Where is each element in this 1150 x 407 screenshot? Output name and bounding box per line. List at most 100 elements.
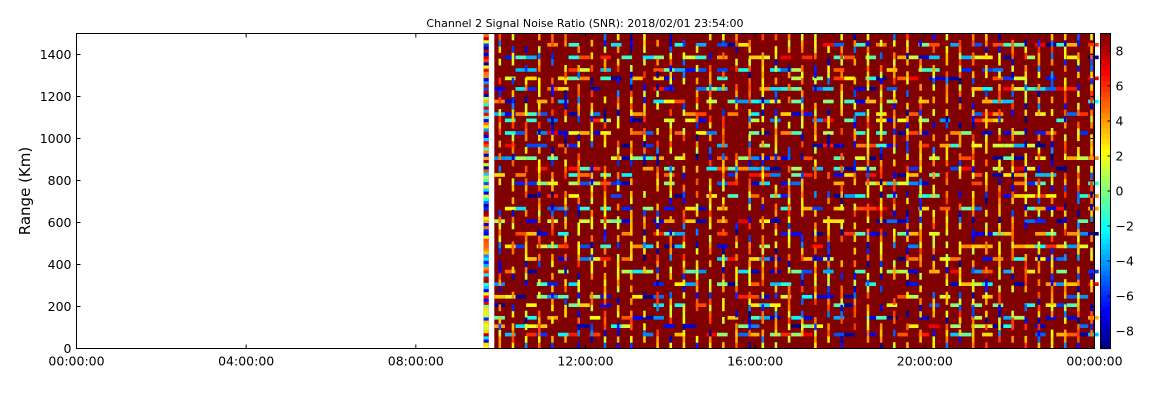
heatmap-cell <box>551 58 554 66</box>
heatmap-cell <box>674 332 686 337</box>
heatmap-cell <box>577 134 580 142</box>
heatmap-cell <box>865 76 877 81</box>
heatmap-cell <box>840 96 843 104</box>
colorbar-segment <box>1100 65 1111 71</box>
heatmap-cell <box>814 222 817 230</box>
heatmap-cell <box>1037 335 1041 343</box>
heatmap-cell <box>1003 269 1014 274</box>
heatmap-cell <box>498 216 502 223</box>
heatmap-cell <box>722 172 725 179</box>
heatmap-cell <box>1037 241 1041 249</box>
heatmap-cell <box>568 55 580 60</box>
heatmap-cell <box>998 272 1001 280</box>
heatmap-cell <box>893 134 896 142</box>
heatmap-cell <box>669 191 673 198</box>
heatmap-cell <box>879 335 883 343</box>
heatmap-cell <box>564 304 567 312</box>
heatmap-cell <box>590 216 594 223</box>
heatmap-cell <box>879 304 883 312</box>
heatmap-cell <box>998 298 1001 305</box>
heatmap-cell <box>708 159 712 167</box>
heatmap-cell <box>945 121 949 129</box>
heatmap-cell <box>840 298 843 305</box>
heatmap-cell <box>759 219 771 223</box>
heatmap-cell <box>738 324 749 328</box>
heatmap-cell <box>833 206 845 211</box>
heatmap-cell <box>498 209 502 217</box>
heatmap-cell <box>1090 191 1093 198</box>
heatmap-cell <box>483 146 489 151</box>
heatmap-cell <box>577 241 580 249</box>
heatmap-cell <box>918 315 930 320</box>
heatmap-cell <box>568 76 580 81</box>
heatmap-cell <box>958 172 962 179</box>
heatmap-cell <box>992 303 1004 307</box>
heatmap-cell <box>483 335 489 340</box>
heatmap-cell <box>663 181 675 186</box>
heatmap-cell <box>854 42 866 47</box>
heatmap-cell <box>722 153 725 160</box>
heatmap-cell <box>748 194 760 198</box>
heatmap-cell <box>483 197 489 201</box>
heatmap-cell <box>833 55 845 60</box>
heatmap-cell <box>632 315 643 320</box>
heatmap-cell <box>759 87 771 91</box>
colorbar-segment <box>1100 248 1111 255</box>
heatmap-cell <box>958 102 962 110</box>
heatmap-cell <box>630 285 633 293</box>
heatmap-cell <box>866 140 870 148</box>
colorbar-segment <box>1100 117 1111 124</box>
heatmap-cell <box>735 228 738 236</box>
heatmap-cell <box>643 216 646 223</box>
heatmap-cell <box>1063 96 1067 104</box>
heatmap-cell <box>483 178 489 183</box>
heatmap-cell <box>536 99 548 104</box>
heatmap-cell <box>498 46 502 53</box>
heatmap-cell <box>814 165 817 173</box>
heatmap-cell <box>998 197 1001 205</box>
heatmap-cell <box>906 115 909 123</box>
heatmap-cell <box>844 294 855 299</box>
heatmap-cell <box>708 247 712 255</box>
heatmap-cell <box>971 153 975 160</box>
heatmap-cell <box>1050 128 1054 135</box>
heatmap-cell <box>761 222 765 230</box>
heatmap-cell <box>1003 231 1014 236</box>
heatmap-cell <box>663 219 675 223</box>
heatmap-cell <box>1013 244 1025 249</box>
heatmap-cell <box>971 115 975 123</box>
heatmap-cell <box>537 102 541 110</box>
heatmap-cell <box>695 68 707 72</box>
heatmap-cell <box>695 153 699 160</box>
heatmap-cell <box>879 254 883 261</box>
heatmap-cell <box>1077 33 1080 41</box>
heatmap-cell <box>1063 291 1067 299</box>
heatmap-cell <box>524 178 528 186</box>
heatmap-cell <box>536 332 548 337</box>
heatmap-cell <box>906 71 909 79</box>
heatmap-cell <box>498 33 502 41</box>
heatmap-cell <box>833 166 845 171</box>
heatmap-cell <box>865 282 877 286</box>
heatmap-cell <box>879 39 883 47</box>
heatmap-cell <box>735 342 738 349</box>
heatmap-cell <box>1088 194 1099 198</box>
heatmap-cell <box>483 247 489 252</box>
heatmap-cell <box>1035 87 1046 91</box>
heatmap-cell <box>632 156 643 160</box>
heatmap-cell <box>906 216 909 223</box>
heatmap-cell <box>621 324 633 328</box>
heatmap-cell <box>748 121 751 129</box>
heatmap-cell <box>906 191 909 198</box>
heatmap-cell <box>511 323 515 331</box>
heatmap-cell <box>695 115 699 123</box>
heatmap-cell <box>653 99 664 104</box>
heatmap-cell <box>483 36 489 41</box>
heatmap-cell <box>1035 219 1046 223</box>
heatmap-cell <box>1056 42 1067 47</box>
heatmap-cell <box>787 266 791 274</box>
heatmap-cell <box>669 298 673 305</box>
heatmap-cell <box>1011 323 1014 331</box>
heatmap-cell <box>682 216 686 223</box>
colorbar-segment <box>1100 322 1111 329</box>
